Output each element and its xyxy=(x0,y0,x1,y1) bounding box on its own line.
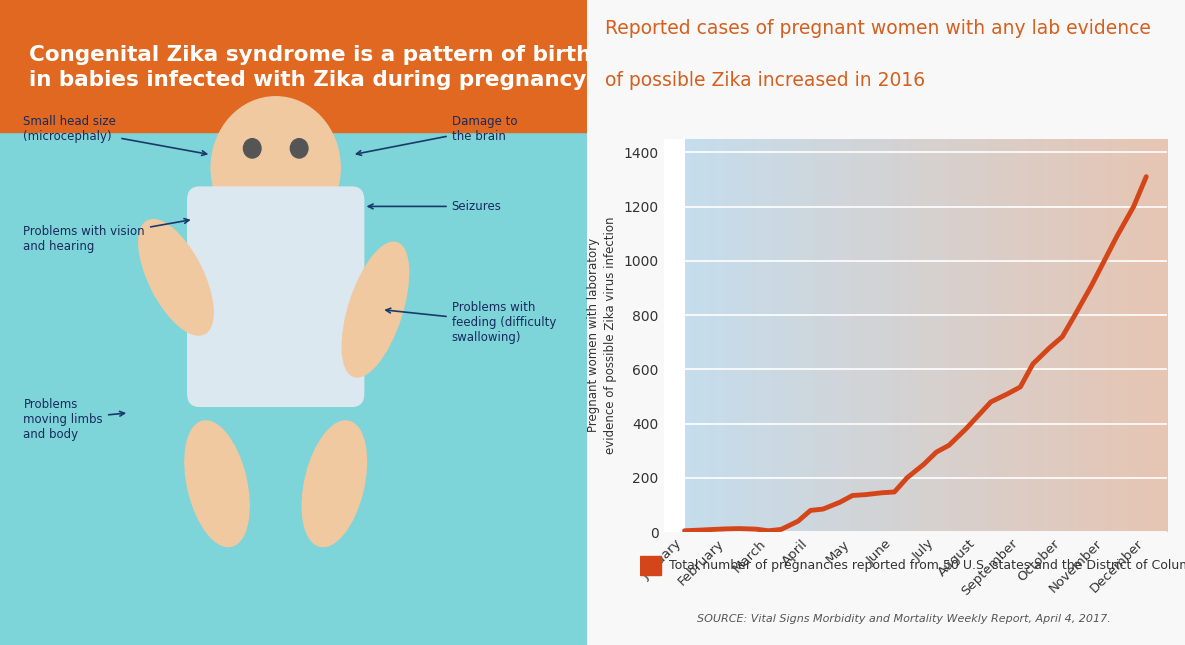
Text: Seizures: Seizures xyxy=(369,200,501,213)
Ellipse shape xyxy=(302,421,366,546)
Text: of possible Zika increased in 2016: of possible Zika increased in 2016 xyxy=(604,71,924,90)
Text: Total number of pregnancies reported from 50 U.S. states and the District of Col: Total number of pregnancies reported fro… xyxy=(668,559,1185,572)
Bar xyxy=(0,0,587,132)
Text: Problems
moving limbs
and body: Problems moving limbs and body xyxy=(24,398,124,441)
Y-axis label: Pregnant women with laboratory
evidence of possible Zika virus infection: Pregnant women with laboratory evidence … xyxy=(587,217,616,454)
Ellipse shape xyxy=(185,421,249,546)
Bar xyxy=(640,556,661,575)
Text: SOURCE: Vital Signs Morbidity and Mortality Weekly Report, April 4, 2017.: SOURCE: Vital Signs Morbidity and Mortal… xyxy=(697,614,1110,624)
Ellipse shape xyxy=(139,220,213,335)
Ellipse shape xyxy=(211,97,340,239)
Text: Reported cases of pregnant women with any lab evidence: Reported cases of pregnant women with an… xyxy=(604,19,1151,38)
Circle shape xyxy=(290,139,308,158)
Text: Small head size
(microcephaly): Small head size (microcephaly) xyxy=(24,115,206,155)
Text: Damage to
the brain: Damage to the brain xyxy=(357,115,517,155)
Ellipse shape xyxy=(342,242,409,377)
Circle shape xyxy=(243,139,261,158)
FancyBboxPatch shape xyxy=(187,187,364,406)
Text: Problems with
feeding (difficulty
swallowing): Problems with feeding (difficulty swallo… xyxy=(386,301,556,344)
Text: Problems with vision
and hearing: Problems with vision and hearing xyxy=(24,219,188,253)
Text: Congenital Zika syndrome is a pattern of birth defects
in babies infected with Z: Congenital Zika syndrome is a pattern of… xyxy=(30,45,688,90)
